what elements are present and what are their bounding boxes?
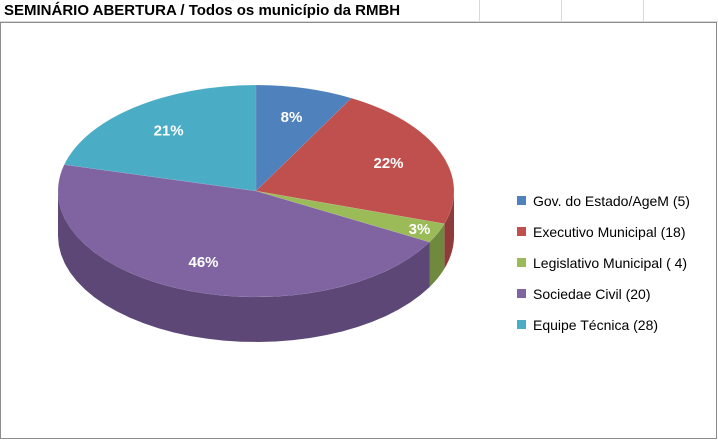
data-label-2: 3% bbox=[409, 221, 431, 238]
legend-swatch bbox=[517, 289, 526, 298]
legend-item-3: Sociedae Civil (20) bbox=[517, 278, 715, 309]
pie-chart: 8% 22% 3% 46% 21% bbox=[57, 84, 455, 342]
pie-slice-side-1 bbox=[444, 191, 454, 269]
legend-label: Equipe Técnica (28) bbox=[533, 316, 659, 333]
legend-item-1: Executivo Municipal (18) bbox=[517, 216, 715, 247]
pie-slice-0[interactable] bbox=[255, 84, 352, 192]
legend-swatch bbox=[517, 227, 526, 236]
legend-swatch bbox=[517, 258, 526, 267]
data-label-4: 21% bbox=[154, 123, 184, 140]
legend-swatch bbox=[517, 196, 526, 205]
pie-slice-3[interactable] bbox=[57, 164, 430, 298]
spreadsheet-header-row bbox=[0, 0, 718, 22]
pie-slice-side-3 bbox=[58, 191, 430, 342]
data-label-0: 8% bbox=[281, 109, 303, 126]
legend-item-2: Legislativo Municipal ( 4) bbox=[517, 247, 715, 278]
legend-item-4: Equipe Técnica (28) bbox=[517, 309, 715, 340]
grid-line bbox=[561, 0, 562, 22]
legend-label: Sociedae Civil (20) bbox=[533, 285, 651, 302]
data-label-3: 46% bbox=[188, 254, 218, 271]
data-label-1: 22% bbox=[373, 155, 403, 172]
pie-slice-1[interactable] bbox=[255, 97, 455, 225]
legend-label: Gov. do Estado/AgeM (5) bbox=[533, 192, 690, 209]
chart-title: SEMINÁRIO ABERTURA / Todos os município … bbox=[4, 2, 403, 19]
legend-swatch bbox=[517, 320, 526, 329]
pie-slice-side-2 bbox=[429, 223, 445, 288]
pie-slice-4[interactable] bbox=[63, 84, 257, 192]
grid-line bbox=[643, 0, 644, 22]
legend-label: Executivo Municipal (18) bbox=[533, 223, 686, 240]
legend-label: Legislativo Municipal ( 4) bbox=[533, 254, 688, 271]
pie-slice-2[interactable] bbox=[255, 190, 445, 243]
grid-line bbox=[479, 0, 480, 22]
legend-item-0: Gov. do Estado/AgeM (5) bbox=[517, 185, 715, 216]
chart-legend: Gov. do Estado/AgeM (5) Executivo Municip… bbox=[517, 185, 715, 340]
chart-area[interactable]: 8% 22% 3% 46% 21% Gov. do Estado/AgeM (5) Exe… bbox=[0, 22, 717, 439]
